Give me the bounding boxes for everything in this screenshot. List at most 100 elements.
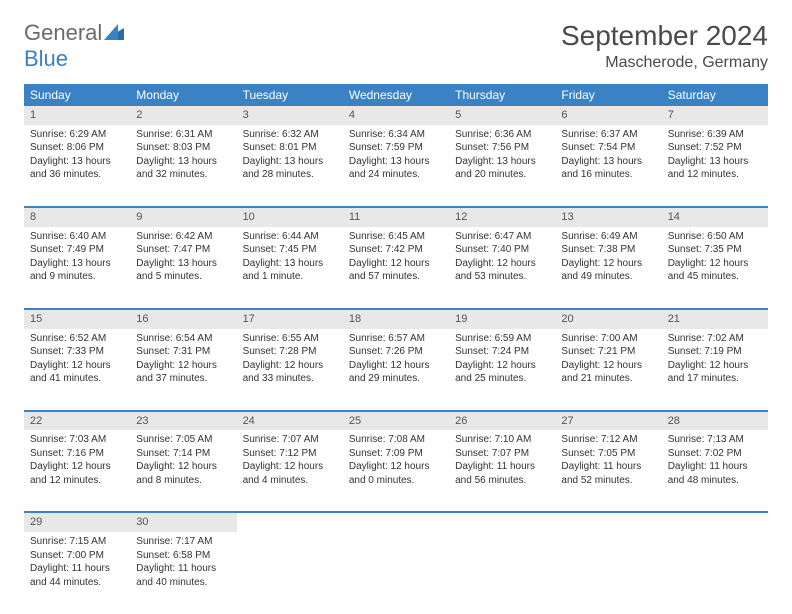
day-cell	[449, 532, 555, 614]
sunrise-line: Sunrise: 7:00 AM	[561, 332, 655, 346]
daylight-line: Daylight: 13 hours and 12 minutes.	[668, 155, 762, 182]
sunset-line: Sunset: 6:58 PM	[136, 549, 230, 563]
sunrise-line: Sunrise: 6:44 AM	[243, 230, 337, 244]
sunset-line: Sunset: 7:52 PM	[668, 141, 762, 155]
day-cell: Sunrise: 6:37 AMSunset: 7:54 PMDaylight:…	[555, 125, 661, 207]
day-cell: Sunrise: 6:31 AMSunset: 8:03 PMDaylight:…	[130, 125, 236, 207]
day-cell: Sunrise: 6:44 AMSunset: 7:45 PMDaylight:…	[237, 227, 343, 309]
day-number	[449, 512, 555, 532]
daylight-line: Daylight: 13 hours and 28 minutes.	[243, 155, 337, 182]
sunrise-line: Sunrise: 7:05 AM	[136, 433, 230, 447]
sunset-line: Sunset: 7:24 PM	[455, 345, 549, 359]
day-cell: Sunrise: 6:42 AMSunset: 7:47 PMDaylight:…	[130, 227, 236, 309]
daylight-line: Daylight: 12 hours and 12 minutes.	[30, 460, 124, 487]
day-number: 6	[555, 106, 661, 125]
day-number: 25	[343, 411, 449, 431]
weekday-header: Saturday	[662, 84, 768, 106]
day-cell: Sunrise: 6:39 AMSunset: 7:52 PMDaylight:…	[662, 125, 768, 207]
daylight-line: Daylight: 12 hours and 17 minutes.	[668, 359, 762, 386]
weekday-header: Friday	[555, 84, 661, 106]
sunrise-line: Sunrise: 7:12 AM	[561, 433, 655, 447]
day-number: 18	[343, 309, 449, 329]
sunrise-line: Sunrise: 6:36 AM	[455, 128, 549, 142]
day-cell: Sunrise: 7:12 AMSunset: 7:05 PMDaylight:…	[555, 430, 661, 512]
day-cell	[555, 532, 661, 614]
daylight-line: Daylight: 12 hours and 8 minutes.	[136, 460, 230, 487]
sunset-line: Sunset: 7:28 PM	[243, 345, 337, 359]
sunset-line: Sunset: 7:26 PM	[349, 345, 443, 359]
day-number	[555, 512, 661, 532]
day-number: 20	[555, 309, 661, 329]
day-cell	[343, 532, 449, 614]
day-number: 8	[24, 207, 130, 227]
sunrise-line: Sunrise: 6:54 AM	[136, 332, 230, 346]
day-number: 16	[130, 309, 236, 329]
sunrise-line: Sunrise: 6:34 AM	[349, 128, 443, 142]
daylight-line: Daylight: 11 hours and 52 minutes.	[561, 460, 655, 487]
weekday-header: Monday	[130, 84, 236, 106]
sunrise-line: Sunrise: 6:29 AM	[30, 128, 124, 142]
sunrise-line: Sunrise: 7:08 AM	[349, 433, 443, 447]
sunset-line: Sunset: 7:16 PM	[30, 447, 124, 461]
sunset-line: Sunset: 7:21 PM	[561, 345, 655, 359]
daylight-line: Daylight: 13 hours and 32 minutes.	[136, 155, 230, 182]
day-cell: Sunrise: 6:45 AMSunset: 7:42 PMDaylight:…	[343, 227, 449, 309]
sunrise-line: Sunrise: 7:15 AM	[30, 535, 124, 549]
day-cell: Sunrise: 7:00 AMSunset: 7:21 PMDaylight:…	[555, 329, 661, 411]
day-cell: Sunrise: 7:15 AMSunset: 7:00 PMDaylight:…	[24, 532, 130, 614]
day-number: 29	[24, 512, 130, 532]
sunrise-line: Sunrise: 6:45 AM	[349, 230, 443, 244]
daylight-line: Daylight: 12 hours and 53 minutes.	[455, 257, 549, 284]
day-cell: Sunrise: 7:13 AMSunset: 7:02 PMDaylight:…	[662, 430, 768, 512]
sunset-line: Sunset: 7:47 PM	[136, 243, 230, 257]
daylight-line: Daylight: 13 hours and 24 minutes.	[349, 155, 443, 182]
day-cell: Sunrise: 6:49 AMSunset: 7:38 PMDaylight:…	[555, 227, 661, 309]
logo-word2: Blue	[24, 46, 68, 71]
logo: General Blue	[24, 20, 124, 72]
day-number	[343, 512, 449, 532]
daylight-line: Daylight: 12 hours and 4 minutes.	[243, 460, 337, 487]
day-number: 26	[449, 411, 555, 431]
daylight-line: Daylight: 13 hours and 5 minutes.	[136, 257, 230, 284]
daylight-line: Daylight: 13 hours and 1 minute.	[243, 257, 337, 284]
day-cell	[662, 532, 768, 614]
day-cell: Sunrise: 7:08 AMSunset: 7:09 PMDaylight:…	[343, 430, 449, 512]
sunset-line: Sunset: 8:01 PM	[243, 141, 337, 155]
day-number: 11	[343, 207, 449, 227]
day-number-row: 891011121314	[24, 207, 768, 227]
daylight-line: Daylight: 13 hours and 20 minutes.	[455, 155, 549, 182]
day-cell: Sunrise: 7:02 AMSunset: 7:19 PMDaylight:…	[662, 329, 768, 411]
sunset-line: Sunset: 7:12 PM	[243, 447, 337, 461]
day-cell: Sunrise: 6:50 AMSunset: 7:35 PMDaylight:…	[662, 227, 768, 309]
daylight-line: Daylight: 12 hours and 21 minutes.	[561, 359, 655, 386]
day-number: 24	[237, 411, 343, 431]
day-cell: Sunrise: 6:55 AMSunset: 7:28 PMDaylight:…	[237, 329, 343, 411]
location: Mascherode, Germany	[561, 54, 768, 72]
day-number	[662, 512, 768, 532]
day-number: 19	[449, 309, 555, 329]
sunset-line: Sunset: 7:35 PM	[668, 243, 762, 257]
sunset-line: Sunset: 7:54 PM	[561, 141, 655, 155]
day-number: 15	[24, 309, 130, 329]
day-cell: Sunrise: 6:57 AMSunset: 7:26 PMDaylight:…	[343, 329, 449, 411]
day-number: 4	[343, 106, 449, 125]
day-number	[237, 512, 343, 532]
daylight-line: Daylight: 12 hours and 49 minutes.	[561, 257, 655, 284]
day-number: 7	[662, 106, 768, 125]
page-title: September 2024	[561, 20, 768, 52]
day-number: 2	[130, 106, 236, 125]
sunrise-line: Sunrise: 6:47 AM	[455, 230, 549, 244]
sunset-line: Sunset: 7:56 PM	[455, 141, 549, 155]
sunrise-line: Sunrise: 6:49 AM	[561, 230, 655, 244]
day-number: 14	[662, 207, 768, 227]
day-number: 21	[662, 309, 768, 329]
daylight-line: Daylight: 12 hours and 0 minutes.	[349, 460, 443, 487]
day-cell: Sunrise: 6:36 AMSunset: 7:56 PMDaylight:…	[449, 125, 555, 207]
day-cell: Sunrise: 7:10 AMSunset: 7:07 PMDaylight:…	[449, 430, 555, 512]
day-number-row: 15161718192021	[24, 309, 768, 329]
sunset-line: Sunset: 7:59 PM	[349, 141, 443, 155]
daylight-line: Daylight: 12 hours and 37 minutes.	[136, 359, 230, 386]
sunset-line: Sunset: 7:05 PM	[561, 447, 655, 461]
day-number: 17	[237, 309, 343, 329]
day-content-row: Sunrise: 6:52 AMSunset: 7:33 PMDaylight:…	[24, 329, 768, 411]
